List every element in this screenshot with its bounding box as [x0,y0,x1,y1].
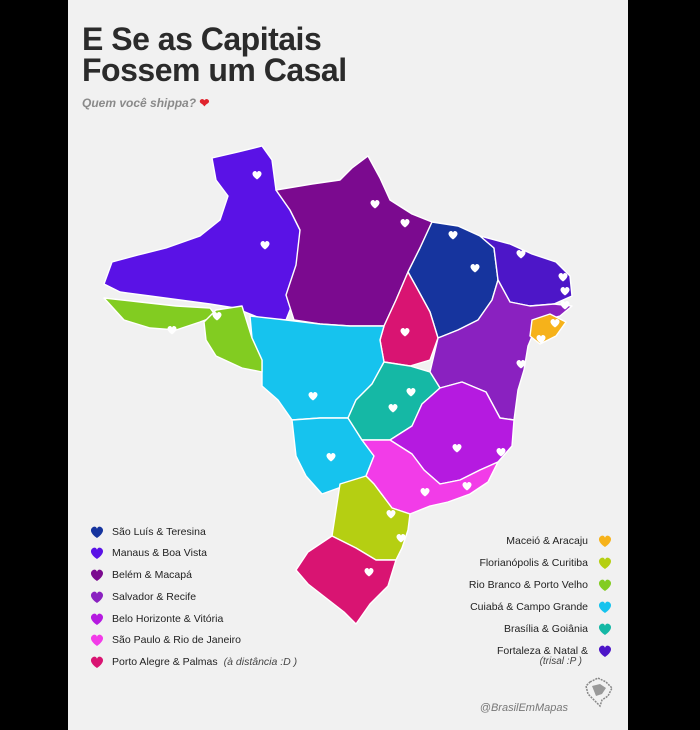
region-rondonia [203,305,263,373]
legend-label: Florianópolis & Curitiba [479,557,588,569]
legend-item-poa-palmas: Porto Alegre & Palmas (à distância :D ) [88,654,297,670]
heart-icon [598,557,612,569]
legend-label: Rio Branco & Porto Velho [468,579,588,591]
legend-item-maceio-aracaju: Maceió & Aracaju [506,533,614,549]
legend-item-sao-luis-teresina: São Luís & Teresina [88,524,206,540]
page-title: E Se as Capitais Fossem um Casal [82,21,462,88]
title-line-1: E Se as Capitais [82,21,322,57]
legend-label: Maceió & Aracaju [506,535,588,547]
legend-note: (à distância :D ) [223,656,298,668]
subtitle: Quem você shippa? ❤ [82,96,209,110]
heart-icon: ❤ [199,96,210,110]
legend-item-manaus-boa-vista: Manaus & Boa Vista [88,545,207,561]
legend-label: Cuiabá & Campo Grande [470,601,588,613]
brazil-map [103,145,573,625]
heart-icon [598,623,612,635]
legend-label: Brasília & Goiânia [503,623,588,635]
heart-icon [90,547,104,559]
legend-item-sp-rj: São Paulo & Rio de Janeiro [88,632,241,648]
legend-label: Belo Horizonte & Vitória [112,613,224,625]
legend-item-floripa-curitiba: Florianópolis & Curitiba [479,555,614,571]
legend-item-rio-branco-porto-velho: Rio Branco & Porto Velho [469,577,614,593]
region-rio-grande-sul [295,535,397,625]
heart-icon [598,601,612,613]
heart-icon [90,613,104,625]
legend-label: Porto Alegre & Palmas [112,656,218,668]
legend-item-salvador-recife: Salvador & Recife [88,589,196,605]
legend-label: São Paulo & Rio de Janeiro [112,634,241,646]
legend-label: Salvador & Recife [112,591,197,603]
legend-item-bh-vitoria: Belo Horizonte & Vitória [88,611,223,627]
legend-item-fortaleza-natal: Fortaleza & Natal & [497,643,614,659]
brazil-map-logo-icon [585,677,613,708]
heart-icon [90,526,104,538]
heart-icon [90,591,104,603]
region-alagoas-sergipe [529,313,567,345]
legend-item-cuiaba-campo-grande: Cuiabá & Campo Grande [470,599,614,615]
legend-label: São Luís & Teresina [112,526,206,538]
heart-icon [598,579,612,591]
heart-icon [598,535,612,547]
heart-icon [90,634,104,646]
heart-icon [90,569,104,581]
region-amazonas-roraima [103,145,307,321]
title-line-2: Fossem um Casal [82,52,347,88]
subtitle-text: Quem você shippa? [82,96,197,110]
heart-icon [598,645,612,657]
legend-item-brasilia-goiania: Brasília & Goiânia [504,621,614,637]
legend-label: Fortaleza & Natal & [496,645,588,657]
heart-icon [90,656,104,668]
legend-label: Belém & Macapá [112,569,192,581]
infographic-card: E Se as Capitais Fossem um Casal Quem vo… [68,0,628,730]
credit-handle: @BrasilEmMapas [479,702,568,714]
legend-item-belem-macapa: Belém & Macapá [88,567,192,583]
legend-label: Manaus & Boa Vista [112,547,207,559]
legend-note-trisal: (trisal :P ) [539,656,582,667]
